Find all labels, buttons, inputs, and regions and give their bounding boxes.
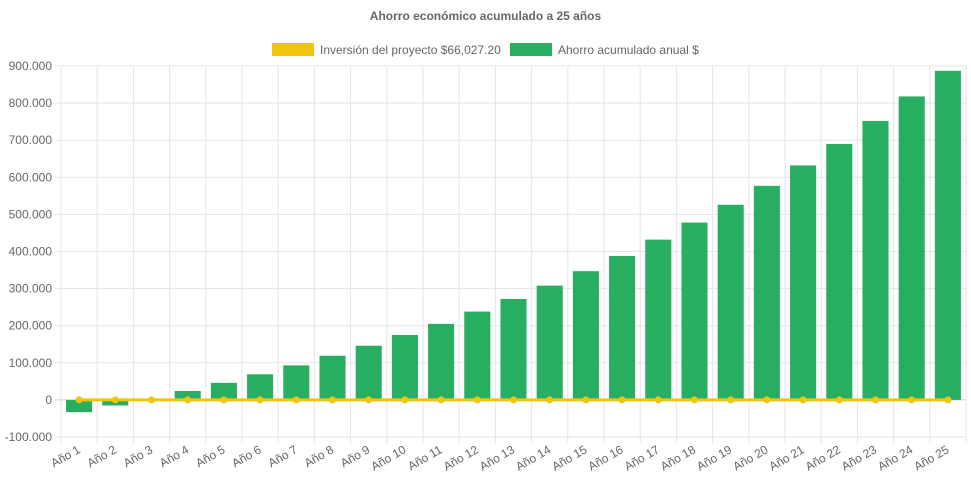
investment-point[interactable] bbox=[148, 396, 155, 404]
savings-bar[interactable] bbox=[210, 382, 237, 400]
savings-bar[interactable] bbox=[66, 399, 93, 413]
x-tick-label: Año 24 bbox=[875, 442, 915, 473]
y-tick-label: 600.000 bbox=[9, 170, 53, 184]
x-tick-label: Año 20 bbox=[730, 442, 770, 473]
savings-bar[interactable] bbox=[934, 70, 961, 400]
savings-bar[interactable] bbox=[862, 120, 889, 400]
x-tick-label: Año 25 bbox=[911, 442, 951, 473]
savings-bar[interactable] bbox=[717, 204, 744, 400]
grid-lines bbox=[55, 65, 967, 443]
y-tick-label: 0 bbox=[45, 393, 52, 407]
investment-point[interactable] bbox=[691, 396, 698, 404]
investment-point[interactable] bbox=[727, 396, 735, 404]
investment-point[interactable] bbox=[763, 396, 771, 404]
y-tick-label: 200.000 bbox=[9, 319, 53, 333]
y-tick-label: 300.000 bbox=[9, 282, 53, 296]
savings-bar[interactable] bbox=[391, 334, 418, 400]
savings-bar[interactable] bbox=[319, 355, 346, 400]
line-series bbox=[75, 396, 952, 404]
x-tick-label: Año 2 bbox=[85, 442, 119, 470]
x-tick-label: Año 19 bbox=[694, 442, 734, 473]
investment-point[interactable] bbox=[75, 396, 83, 404]
x-tick-label: Año 15 bbox=[549, 442, 589, 473]
x-tick-label: Año 16 bbox=[586, 442, 626, 473]
y-tick-label: -100.000 bbox=[5, 430, 53, 444]
investment-point[interactable] bbox=[510, 396, 517, 404]
investment-point[interactable] bbox=[654, 396, 662, 404]
investment-point[interactable] bbox=[835, 396, 843, 404]
savings-bar[interactable] bbox=[536, 285, 563, 400]
x-tick-label: Año 13 bbox=[477, 442, 517, 473]
legend: Inversión del proyecto $66,027.20 Ahorro… bbox=[272, 43, 699, 57]
investment-point[interactable] bbox=[329, 396, 336, 404]
x-tick-label: Año 21 bbox=[767, 442, 807, 473]
x-tick-label: Año 10 bbox=[368, 442, 408, 473]
x-tick-label: Año 3 bbox=[121, 442, 155, 470]
x-tick-label: Año 12 bbox=[441, 442, 481, 473]
y-tick-label: 100.000 bbox=[9, 356, 53, 370]
chart-title: Ahorro económico acumulado a 25 años bbox=[370, 9, 602, 23]
investment-point[interactable] bbox=[618, 396, 626, 404]
x-tick-label: Año 18 bbox=[658, 442, 698, 473]
x-tick-label: Año 7 bbox=[266, 442, 300, 470]
investment-point[interactable] bbox=[944, 396, 952, 404]
x-tick-label: Año 23 bbox=[839, 442, 879, 473]
savings-bar[interactable] bbox=[790, 165, 817, 400]
y-axis: -100.000 0 100.000 200.000 300.000 400.000 500… bbox=[5, 59, 53, 444]
x-tick-label: Año 8 bbox=[302, 442, 336, 470]
legend-label-investment[interactable]: Inversión del proyecto $66,027.20 bbox=[320, 43, 501, 57]
savings-bar[interactable] bbox=[464, 311, 491, 400]
savings-bar[interactable] bbox=[609, 255, 636, 400]
investment-point[interactable] bbox=[365, 396, 373, 404]
savings-bar[interactable] bbox=[681, 222, 708, 400]
savings-bar[interactable] bbox=[753, 185, 780, 400]
investment-point[interactable] bbox=[582, 396, 590, 404]
investment-point[interactable] bbox=[799, 396, 807, 404]
investment-point[interactable] bbox=[220, 396, 228, 404]
investment-point[interactable] bbox=[437, 396, 445, 404]
x-tick-label: Año 4 bbox=[157, 442, 191, 470]
investment-point[interactable] bbox=[401, 396, 409, 404]
investment-point[interactable] bbox=[473, 396, 481, 404]
bar-series bbox=[66, 70, 961, 413]
savings-bar[interactable] bbox=[247, 374, 274, 400]
legend-swatch-savings[interactable] bbox=[510, 43, 552, 56]
y-tick-label: 700.000 bbox=[9, 133, 53, 147]
x-tick-label: Año 5 bbox=[193, 442, 227, 470]
savings-bar[interactable] bbox=[898, 96, 925, 400]
investment-point[interactable] bbox=[256, 396, 264, 404]
investment-point[interactable] bbox=[872, 396, 879, 404]
x-tick-label: Año 11 bbox=[405, 442, 444, 473]
savings-bar[interactable] bbox=[283, 365, 310, 400]
x-tick-label: Año 6 bbox=[229, 442, 263, 470]
investment-point[interactable] bbox=[184, 396, 192, 404]
investment-point[interactable] bbox=[546, 396, 554, 404]
investment-point[interactable] bbox=[292, 396, 300, 404]
legend-swatch-investment[interactable] bbox=[272, 43, 314, 56]
x-tick-label: Año 1 bbox=[48, 442, 82, 470]
investment-point[interactable] bbox=[908, 396, 916, 404]
legend-label-savings[interactable]: Ahorro acumulado anual $ bbox=[558, 43, 699, 57]
savings-bar[interactable] bbox=[572, 271, 599, 400]
savings-bar[interactable] bbox=[174, 390, 201, 400]
y-tick-label: 400.000 bbox=[9, 245, 53, 259]
savings-bar[interactable] bbox=[428, 323, 455, 400]
savings-bar[interactable] bbox=[645, 239, 672, 400]
y-tick-label: 900.000 bbox=[9, 59, 53, 73]
x-tick-label: Año 14 bbox=[513, 442, 553, 473]
savings-bar[interactable] bbox=[355, 345, 382, 400]
y-tick-label: 800.000 bbox=[9, 96, 53, 110]
investment-point[interactable] bbox=[111, 396, 119, 404]
x-axis: Año 1 Año 2 Año 3 Año 4 Año 5 Año 6 Año 7 Año 8… bbox=[48, 442, 951, 473]
x-tick-label: Año 22 bbox=[803, 442, 843, 473]
savings-bar[interactable] bbox=[826, 143, 853, 400]
x-tick-label: Año 17 bbox=[622, 442, 662, 473]
y-tick-label: 500.000 bbox=[9, 207, 53, 221]
x-tick-label: Año 9 bbox=[338, 442, 372, 470]
savings-bar[interactable] bbox=[500, 298, 527, 400]
